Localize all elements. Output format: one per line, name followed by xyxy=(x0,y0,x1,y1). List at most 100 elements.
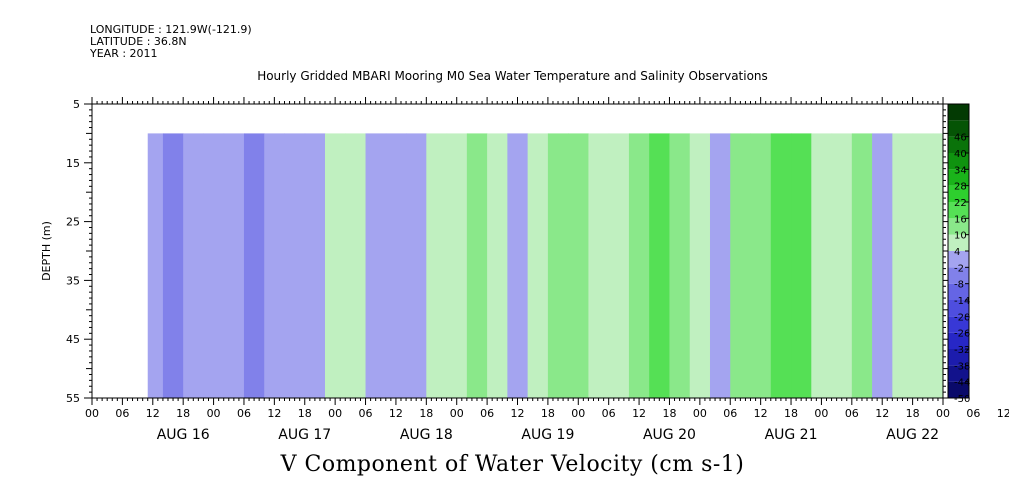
variable-title: V Component of Water Velocity (cm s-1) xyxy=(0,452,1009,477)
colorbar-swatch xyxy=(948,169,969,186)
x-hour-label: 06 xyxy=(723,407,737,420)
x-hour-label: 00 xyxy=(571,407,585,420)
colorbar-tick-label: 4 xyxy=(954,247,960,258)
heatmap-cell xyxy=(831,133,853,398)
colorbar-swatch xyxy=(948,185,969,202)
heatmap-cell xyxy=(568,133,589,398)
colorbar-swatch xyxy=(948,104,969,121)
colorbar-swatch xyxy=(948,234,969,251)
heatmap-cell xyxy=(264,133,285,398)
x-day-label: AUG 17 xyxy=(278,427,331,443)
colorbar-swatch xyxy=(948,349,969,366)
colorbar-tick-label: -38 xyxy=(954,361,970,372)
y-axis-label: DEPTH (m) xyxy=(40,221,53,281)
x-hour-label: 18 xyxy=(298,407,312,420)
heatmap-cell xyxy=(649,133,670,398)
x-hour-label: 12 xyxy=(754,407,768,420)
heatmap-cell xyxy=(223,133,245,398)
heatmap-cell xyxy=(892,133,914,398)
variable-title-text: V Component of Water Velocity (cm s-1) xyxy=(280,452,745,477)
x-day-label: AUG 19 xyxy=(521,427,574,443)
heatmap-cell xyxy=(689,133,711,398)
x-hour-label: 00 xyxy=(450,407,464,420)
colorbar-swatch xyxy=(948,332,969,349)
x-hour-label: 00 xyxy=(328,407,342,420)
colorbar-tick-label: -14 xyxy=(954,296,970,307)
colorbar-tick-label: 10 xyxy=(954,231,967,242)
colorbar-tick-label: -50 xyxy=(954,394,970,405)
heatmap-cell xyxy=(709,133,731,398)
heatmap-cell xyxy=(487,133,508,398)
heatmap-cell xyxy=(162,133,184,398)
heatmap-cell xyxy=(912,133,934,398)
heatmap-cell xyxy=(385,133,407,398)
heatmap-cell xyxy=(507,133,529,398)
colorbar-tick-label: -26 xyxy=(954,329,970,340)
heatmap-cell xyxy=(770,133,792,398)
heatmap-cell xyxy=(284,133,306,398)
colorbar-swatch xyxy=(948,153,969,170)
y-tick-label: 45 xyxy=(66,333,80,346)
colorbar-tick-label: 22 xyxy=(954,198,967,209)
x-hour-label: 18 xyxy=(662,407,676,420)
heatmap-cell xyxy=(872,133,893,398)
heatmap-cell xyxy=(730,133,752,398)
heatmap-cell xyxy=(669,133,691,398)
heatmap-cell xyxy=(466,133,488,398)
x-hour-label: 12 xyxy=(511,407,525,420)
heatmap-cell xyxy=(851,133,873,398)
heatmap-cell xyxy=(791,133,812,398)
heatmap-cell xyxy=(811,133,833,398)
heatmap-cell xyxy=(147,133,164,398)
heatmap-cell xyxy=(406,133,427,398)
x-hour-label: 18 xyxy=(906,407,920,420)
heatmap-cell xyxy=(365,133,387,398)
colorbar-tick-label: -2 xyxy=(954,263,964,274)
x-hour-label: 12 xyxy=(632,407,646,420)
latitude-text: LATITUDE : 36.8N xyxy=(90,35,187,48)
x-hour-label: 18 xyxy=(541,407,555,420)
colorbar-swatch xyxy=(948,300,969,317)
x-hour-label: 06 xyxy=(359,407,373,420)
y-tick-label: 15 xyxy=(66,157,80,170)
colorbar-swatch xyxy=(948,218,969,235)
x-hour-label: 06 xyxy=(602,407,616,420)
x-hour-label: 00 xyxy=(207,407,221,420)
x-hour-label: 12 xyxy=(146,407,160,420)
y-tick-label: 25 xyxy=(66,216,80,229)
x-day-label: AUG 18 xyxy=(400,427,453,443)
plot-title: Hourly Gridded MBARI Mooring M0 Sea Wate… xyxy=(0,69,1009,83)
x-hour-label: 18 xyxy=(176,407,190,420)
colorbar-tick-label: 40 xyxy=(954,149,967,160)
heatmap-cell xyxy=(325,133,346,398)
x-hour-label: 18 xyxy=(419,407,433,420)
colorbar-swatch xyxy=(948,251,969,268)
colorbar-swatch xyxy=(948,283,969,300)
colorbar-swatch xyxy=(948,136,969,153)
colorbar-tick-label: -44 xyxy=(954,378,970,389)
location-info: LONGITUDE : 121.9W(-121.9) LATITUDE : 36… xyxy=(90,24,252,60)
y-tick-label: 35 xyxy=(66,274,80,287)
heatmap-cell xyxy=(304,133,326,398)
x-hour-label: 06 xyxy=(115,407,129,420)
heatmap-cell xyxy=(446,133,468,398)
longitude-text: LONGITUDE : 121.9W(-121.9) xyxy=(90,23,252,36)
heatmap-cell xyxy=(547,133,569,398)
colorbar-tick-label: -8 xyxy=(954,280,964,291)
colorbar-swatch xyxy=(948,365,969,382)
x-hour-label: 12 xyxy=(389,407,403,420)
heatmap-cell xyxy=(527,133,549,398)
x-day-label: AUG 22 xyxy=(886,427,939,443)
colorbar-tick-label: 46 xyxy=(954,133,967,144)
colorbar-swatch xyxy=(948,267,969,284)
year-text: YEAR : 2011 xyxy=(90,47,158,60)
x-day-label: AUG 21 xyxy=(765,427,818,443)
colorbar-swatch xyxy=(948,381,969,398)
plot-title-text: Hourly Gridded MBARI Mooring M0 Sea Wate… xyxy=(257,69,768,83)
colorbar-tick-label: 34 xyxy=(954,165,967,176)
x-hour-label: 06 xyxy=(237,407,251,420)
x-hour-label: 12 xyxy=(875,407,889,420)
x-hour-label: 00 xyxy=(85,407,99,420)
heatmap-cell xyxy=(588,133,610,398)
